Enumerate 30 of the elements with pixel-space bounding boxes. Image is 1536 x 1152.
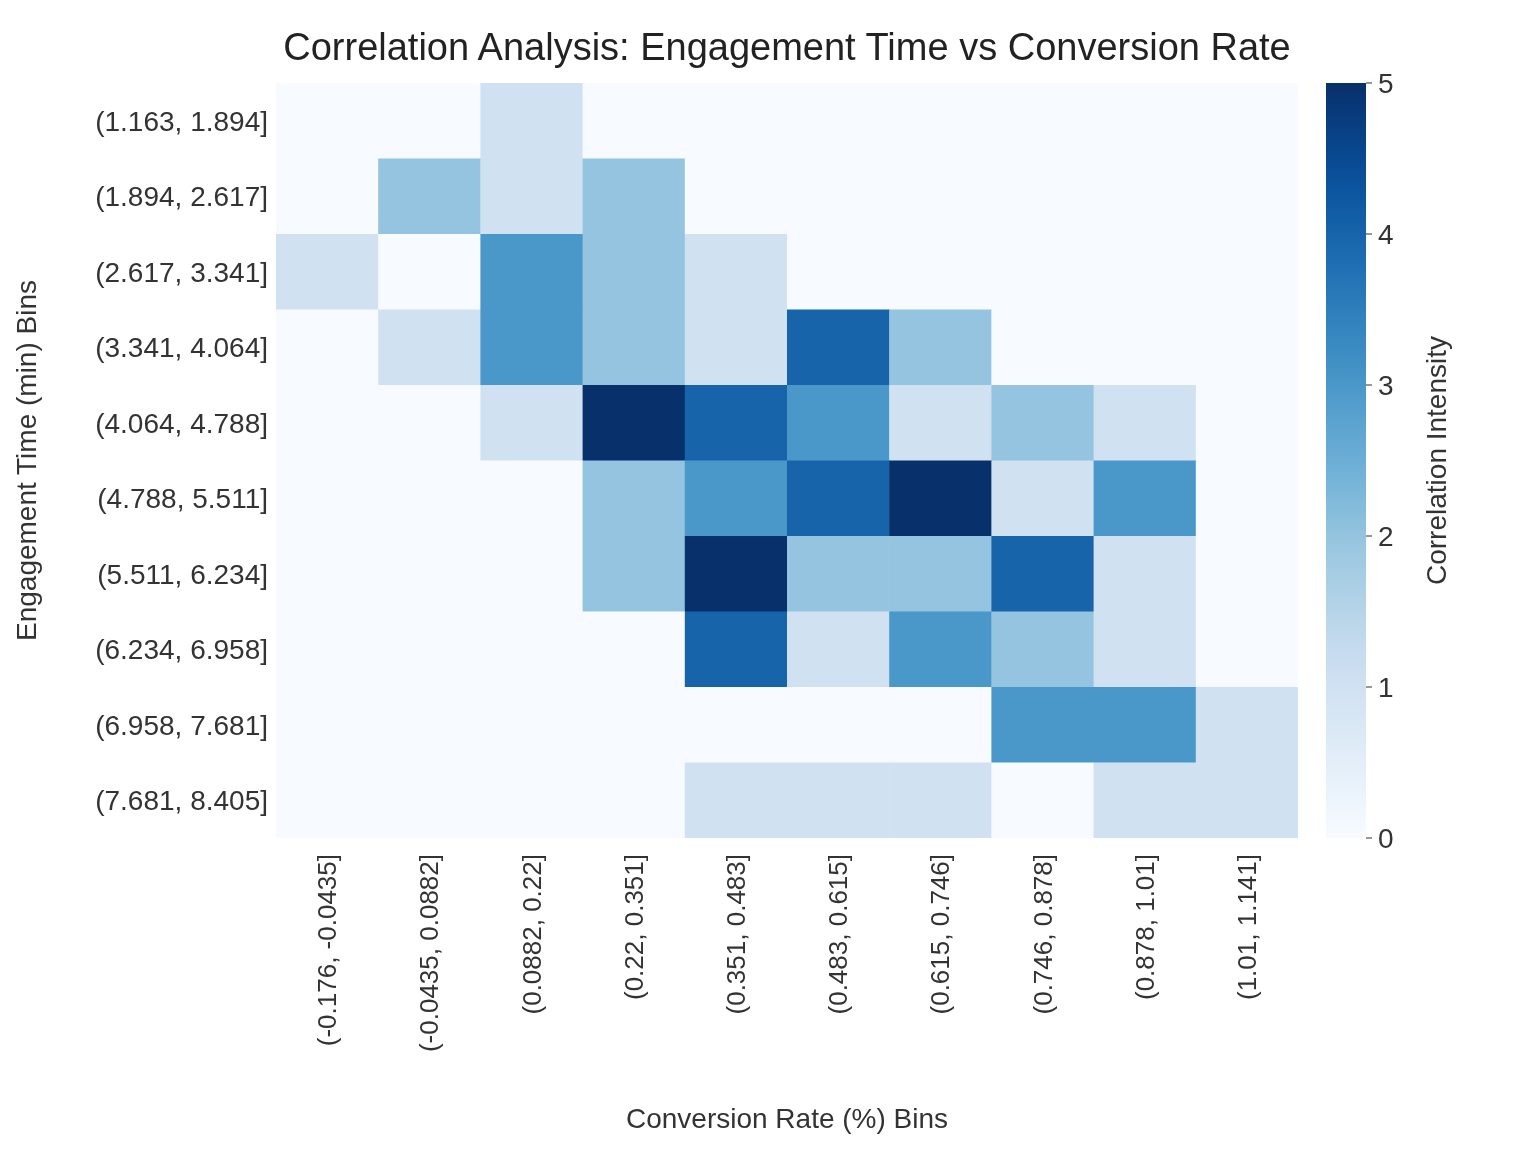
color-bar-label: 2 [1378,520,1394,552]
x-tick-label: (0.615, 0.746] [925,854,956,1015]
y-tick-label: (1.894, 2.617] [95,181,268,213]
color-bar-label: 0 [1378,822,1394,854]
y-tick-label: (3.341, 4.064] [95,332,268,364]
x-tick-label: (0.22, 0.351] [618,854,649,1000]
color-bar-label: 4 [1378,218,1394,250]
x-tick-label: (0.351, 0.483] [721,854,751,1015]
y-tick-label: (7.681, 8.405] [95,785,268,817]
color-bar-title: Correlation Intensity [1421,335,1452,586]
y-tick-label: (5.511, 6.234] [97,558,268,590]
x-tick-label: (0.746, 0.878] [1027,854,1058,1015]
y-tick-label: (6.958, 7.681] [95,709,268,741]
y-tick-label: (6.234, 6.958] [95,634,268,666]
x-tick-label: (0.483, 0.615] [823,854,854,1015]
x-tick-label: (-0.176, -0.0435] [312,854,343,1047]
chart-title: Correlation Analysis: Engagement Time vs Conversion Rate [282,26,1292,69]
y-tick-label: (4.788, 5.511] [97,483,268,515]
x-tick-label: (1.01, 1.141] [1232,854,1262,1000]
color-bar-label: 5 [1378,67,1394,99]
x-tick-label: (0.878, 1.01] [1129,854,1160,1000]
y-axis-title: Engagement Time (min) Bins [10,279,42,642]
y-tick-label: (2.617, 3.341] [95,256,268,288]
x-axis-title: Conversion Rate (%) Bins [625,1103,949,1134]
x-tick-label: (0.0882, 0.22] [516,854,547,1015]
y-tick-label: (4.064, 4.788] [95,407,268,439]
x-tick-label: (-0.0435, 0.0882] [414,854,445,1053]
color-bar-label: 1 [1378,671,1394,703]
color-bar-label: 3 [1378,369,1394,401]
y-tick-label: (1.163, 1.894] [95,105,268,137]
